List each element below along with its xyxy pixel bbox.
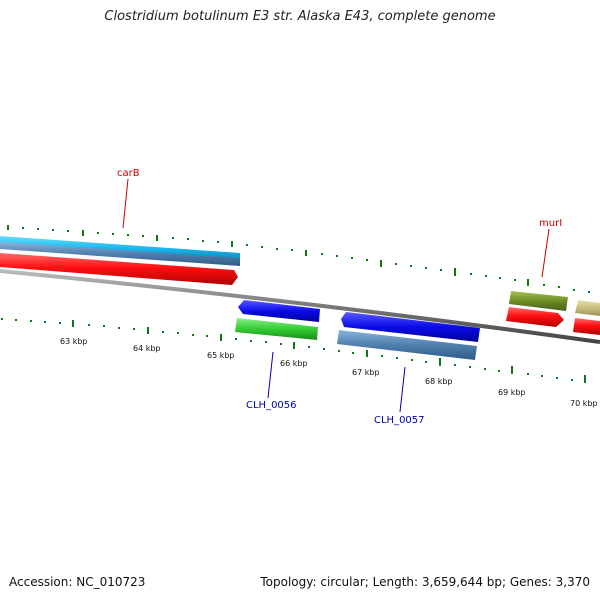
- gene-label-carB[interactable]: carB: [117, 168, 140, 179]
- genome-backbone: [0, 269, 600, 344]
- gene-murI-feature[interactable]: [509, 291, 568, 311]
- kbp-scale-labels: 63 kbp 64 kbp 65 kbp 66 kbp 67 kbp 68 kb…: [60, 337, 598, 408]
- kbp-label: 69 kbp: [498, 388, 526, 397]
- gene-label-leader: [399, 366, 406, 413]
- minor-ticks: [1, 318, 573, 381]
- gene-feature[interactable]: [0, 242, 240, 266]
- gene-feature[interactable]: [506, 307, 564, 327]
- gene-label-leader: [267, 351, 274, 399]
- kbp-label: 65 kbp: [207, 351, 235, 360]
- gene-feature[interactable]: [0, 253, 238, 285]
- genome-summary-text: Topology: circular; Length: 3,659,644 bp…: [260, 575, 590, 589]
- kbp-label: 70 kbp: [570, 399, 598, 408]
- gene-label-murI[interactable]: murI: [539, 218, 562, 229]
- gene-feature[interactable]: [337, 330, 477, 360]
- kbp-label: 63 kbp: [60, 337, 88, 346]
- kbp-label: 67 kbp: [352, 368, 380, 377]
- kbp-label: 64 kbp: [133, 344, 161, 353]
- gene-CLH_0056-feature[interactable]: [238, 300, 320, 322]
- gene-label-CLH_0057[interactable]: CLH_0057: [374, 415, 425, 426]
- gene-label-leader: [122, 178, 129, 229]
- upper-tick-track: [7, 225, 590, 293]
- minor-ticks: [22, 227, 590, 293]
- kbp-label: 68 kbp: [425, 377, 453, 386]
- accession-text: Accession: NC_010723: [9, 575, 146, 589]
- gene-CLH_0057-feature[interactable]: [341, 312, 480, 342]
- lower-tick-track: [1, 318, 586, 383]
- map-title: Clostridium botulinum E3 str. Alaska E43…: [104, 9, 496, 24]
- gene-feature[interactable]: [575, 300, 600, 316]
- gene-feature[interactable]: [235, 318, 318, 340]
- gene-label-CLH_0056[interactable]: CLH_0056: [246, 400, 297, 411]
- gene-feature[interactable]: [573, 318, 600, 335]
- gene-label-leader: [541, 228, 550, 278]
- kbp-label: 66 kbp: [280, 359, 308, 368]
